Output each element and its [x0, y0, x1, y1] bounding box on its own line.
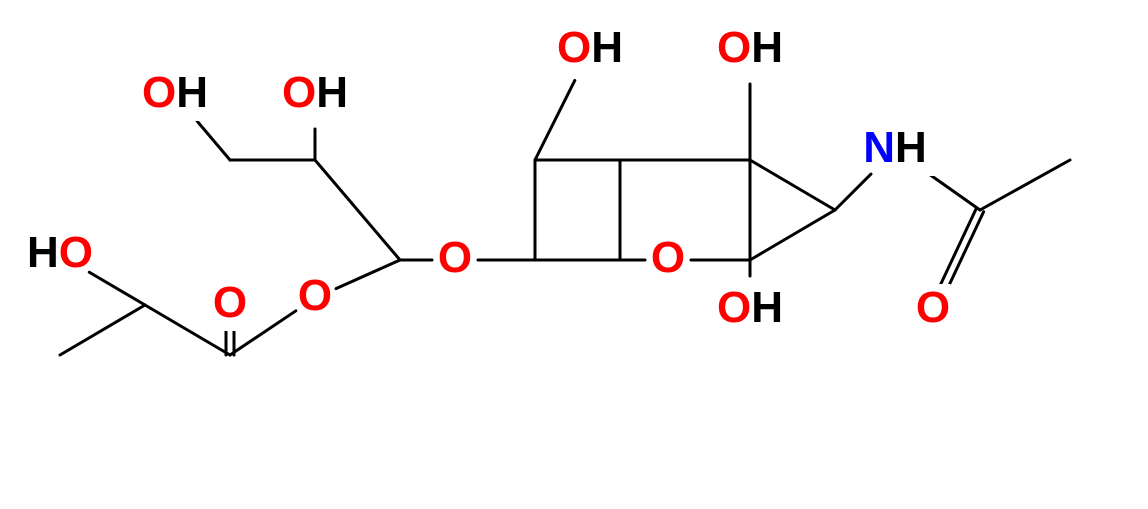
atom-label: HO: [27, 228, 93, 277]
atom-label: NH: [863, 123, 927, 172]
atom-label: OH: [717, 283, 783, 332]
bond: [835, 174, 871, 210]
bond: [197, 121, 230, 160]
bond: [535, 80, 575, 160]
bond: [336, 260, 400, 289]
atom-label: OH: [282, 68, 348, 117]
atom-label: O: [213, 278, 247, 327]
molecule-diagram: HO O OH OH O O O OH OH OH NH O: [0, 0, 1148, 509]
bond: [946, 212, 983, 291]
atoms-layer: HO O OH OH O O O OH OH OH NH O: [1, 23, 953, 336]
atom-label: O: [916, 283, 950, 332]
bond: [60, 305, 145, 355]
atom-label: OH: [142, 68, 208, 117]
atom-label: OH: [717, 23, 783, 72]
bond: [980, 160, 1070, 210]
bond: [939, 208, 976, 287]
atom-label: O: [651, 233, 685, 282]
bond: [750, 160, 835, 210]
bond: [315, 160, 400, 260]
bond: [750, 210, 835, 260]
atom-label: O: [298, 271, 332, 320]
atom-label: OH: [557, 23, 623, 72]
atom-label: O: [438, 233, 472, 282]
bond: [89, 272, 145, 305]
